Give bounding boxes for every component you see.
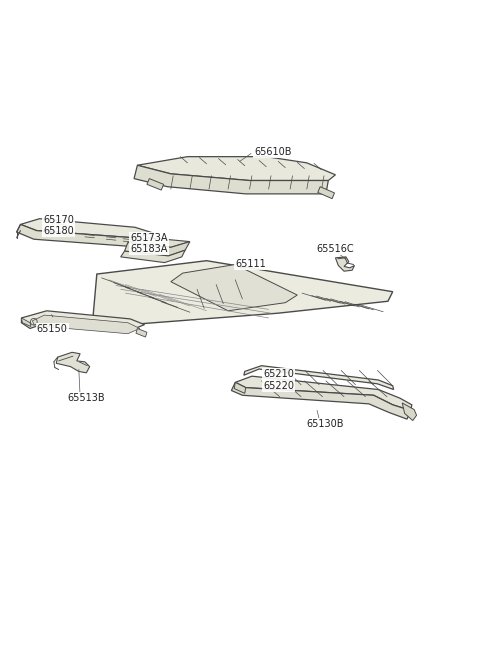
Polygon shape [124,242,190,256]
Text: 65173A
65183A: 65173A 65183A [130,233,168,254]
Polygon shape [134,165,328,194]
Polygon shape [56,352,90,373]
Text: 65111: 65111 [235,259,266,269]
Text: 65513B: 65513B [67,393,105,403]
Text: 65130B: 65130B [307,419,344,429]
Polygon shape [136,328,147,337]
Polygon shape [22,310,144,330]
Polygon shape [92,261,393,328]
Polygon shape [147,179,164,190]
Text: 65516C: 65516C [316,244,354,254]
Text: 65610B: 65610B [254,147,292,157]
Polygon shape [22,318,31,327]
Polygon shape [402,403,417,421]
Polygon shape [120,250,185,263]
Text: 65150: 65150 [36,324,68,335]
Polygon shape [137,157,336,181]
Polygon shape [21,219,153,238]
Text: 65210
65220: 65210 65220 [263,369,294,391]
Polygon shape [17,225,153,246]
Text: 65170
65180: 65170 65180 [43,215,74,236]
Polygon shape [128,238,190,248]
Polygon shape [234,383,246,394]
Polygon shape [231,383,411,419]
Polygon shape [318,187,335,198]
Polygon shape [171,265,297,310]
Polygon shape [336,257,355,271]
Polygon shape [235,376,412,411]
Polygon shape [244,365,394,390]
Polygon shape [33,315,140,333]
